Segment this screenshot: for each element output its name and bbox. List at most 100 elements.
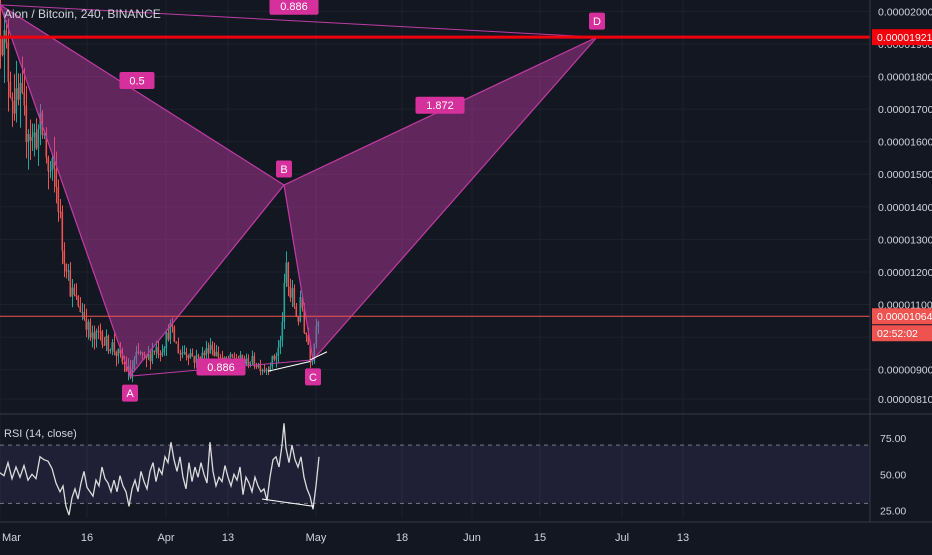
candle-body [235, 358, 238, 360]
candle-body [261, 369, 264, 372]
rsi-band [0, 445, 870, 504]
ratio-label-text: 1.872 [426, 100, 454, 112]
candle-body [281, 321, 284, 341]
rsi-tick-label: 75.00 [880, 433, 906, 445]
candle-body [309, 344, 312, 363]
candle-body [85, 318, 88, 330]
xab-triangle [0, 4, 285, 378]
candle-body [207, 348, 210, 354]
ratio-label-bg [415, 96, 465, 114]
candle-body [301, 296, 304, 309]
candle-body [183, 352, 186, 354]
candle-body [97, 331, 100, 333]
point-label-text: A [126, 388, 134, 400]
candle-body [277, 347, 280, 356]
candle-body [221, 357, 224, 359]
candle-body [45, 132, 48, 158]
ratio-label: 1.872 [415, 96, 465, 114]
candle-body [217, 351, 220, 358]
candle-body [69, 270, 72, 297]
candle-body [19, 82, 22, 100]
candle-body [35, 132, 38, 149]
candle-body [179, 353, 182, 355]
candle-body [253, 355, 256, 367]
candle-body [285, 262, 288, 283]
ratio-label-bg [196, 358, 246, 376]
candle-body [305, 332, 308, 335]
y-tick-label: 0.00000810 [878, 394, 932, 406]
candle-body [153, 350, 156, 352]
candle-body [313, 343, 316, 361]
candle-body [171, 322, 174, 328]
candle-body [99, 331, 102, 333]
y-tick-label: 0.00001500 [878, 169, 932, 181]
candle-body [47, 157, 50, 172]
candle-body [273, 355, 276, 360]
candle-body [213, 349, 216, 356]
candle-body [263, 369, 266, 372]
candle-body [203, 352, 206, 356]
candle-body [201, 352, 204, 362]
x-tick-label: May [306, 532, 327, 544]
countdown-tag-bg [872, 325, 932, 342]
candle-body [143, 353, 146, 355]
candle-body [87, 321, 90, 330]
candle-body [83, 311, 86, 319]
candle-body [187, 354, 190, 359]
candle-body [283, 282, 286, 322]
rsi-tick-label: 50.00 [880, 469, 906, 481]
x-tick-label: 18 [396, 532, 408, 544]
y-tick-label: 0.00000900 [878, 365, 932, 377]
candle-body [21, 82, 24, 93]
candle-body [139, 352, 142, 354]
ratio-label-text: 0.5 [129, 75, 144, 87]
candle-body [307, 334, 310, 345]
candle-body [11, 97, 14, 102]
candle-body [241, 354, 244, 361]
ratio-label: 0.886 [269, 0, 319, 15]
ratio-label: 0.886 [196, 358, 246, 376]
rsi-divergence-line [261, 498, 315, 507]
x-tick-label: 15 [534, 532, 546, 544]
point-label-bg [122, 384, 138, 402]
ratio-label-bg [269, 0, 319, 15]
last-price-tag-text: 0.00001064 [877, 311, 932, 323]
candle-body [0, 17, 2, 39]
candle-body [33, 132, 36, 137]
candle-body [55, 168, 58, 187]
candle-body [271, 355, 274, 367]
rsi-line [0, 423, 320, 516]
candle-body [103, 344, 106, 346]
candle-body [175, 341, 178, 344]
candle-body [37, 128, 40, 149]
candle-body [77, 296, 80, 307]
candle-body [109, 349, 112, 351]
candle-body [135, 351, 138, 360]
rsi-tick-label: 25.00 [880, 506, 906, 518]
candle-body [119, 348, 122, 354]
candle-body [31, 136, 34, 141]
candle-body [133, 359, 136, 370]
candle-body [123, 362, 126, 364]
candle-body [15, 88, 18, 114]
candle-body [317, 322, 320, 327]
candle-body [129, 366, 132, 378]
candle-body [65, 263, 68, 272]
candle-body [249, 362, 252, 366]
candle-body [23, 92, 26, 106]
candle-body [219, 357, 222, 359]
candle-body [315, 326, 318, 344]
candle-body [151, 350, 154, 362]
candle-body [169, 322, 172, 340]
candle-body [165, 332, 168, 349]
candle-body [137, 351, 140, 353]
candle-body [193, 356, 196, 363]
candle-body [197, 355, 200, 357]
candle-body [43, 132, 46, 136]
candle-body [89, 321, 92, 338]
rsi-title: RSI (14, close) [4, 428, 77, 440]
candle-body [57, 186, 60, 212]
candle-body [25, 105, 28, 143]
